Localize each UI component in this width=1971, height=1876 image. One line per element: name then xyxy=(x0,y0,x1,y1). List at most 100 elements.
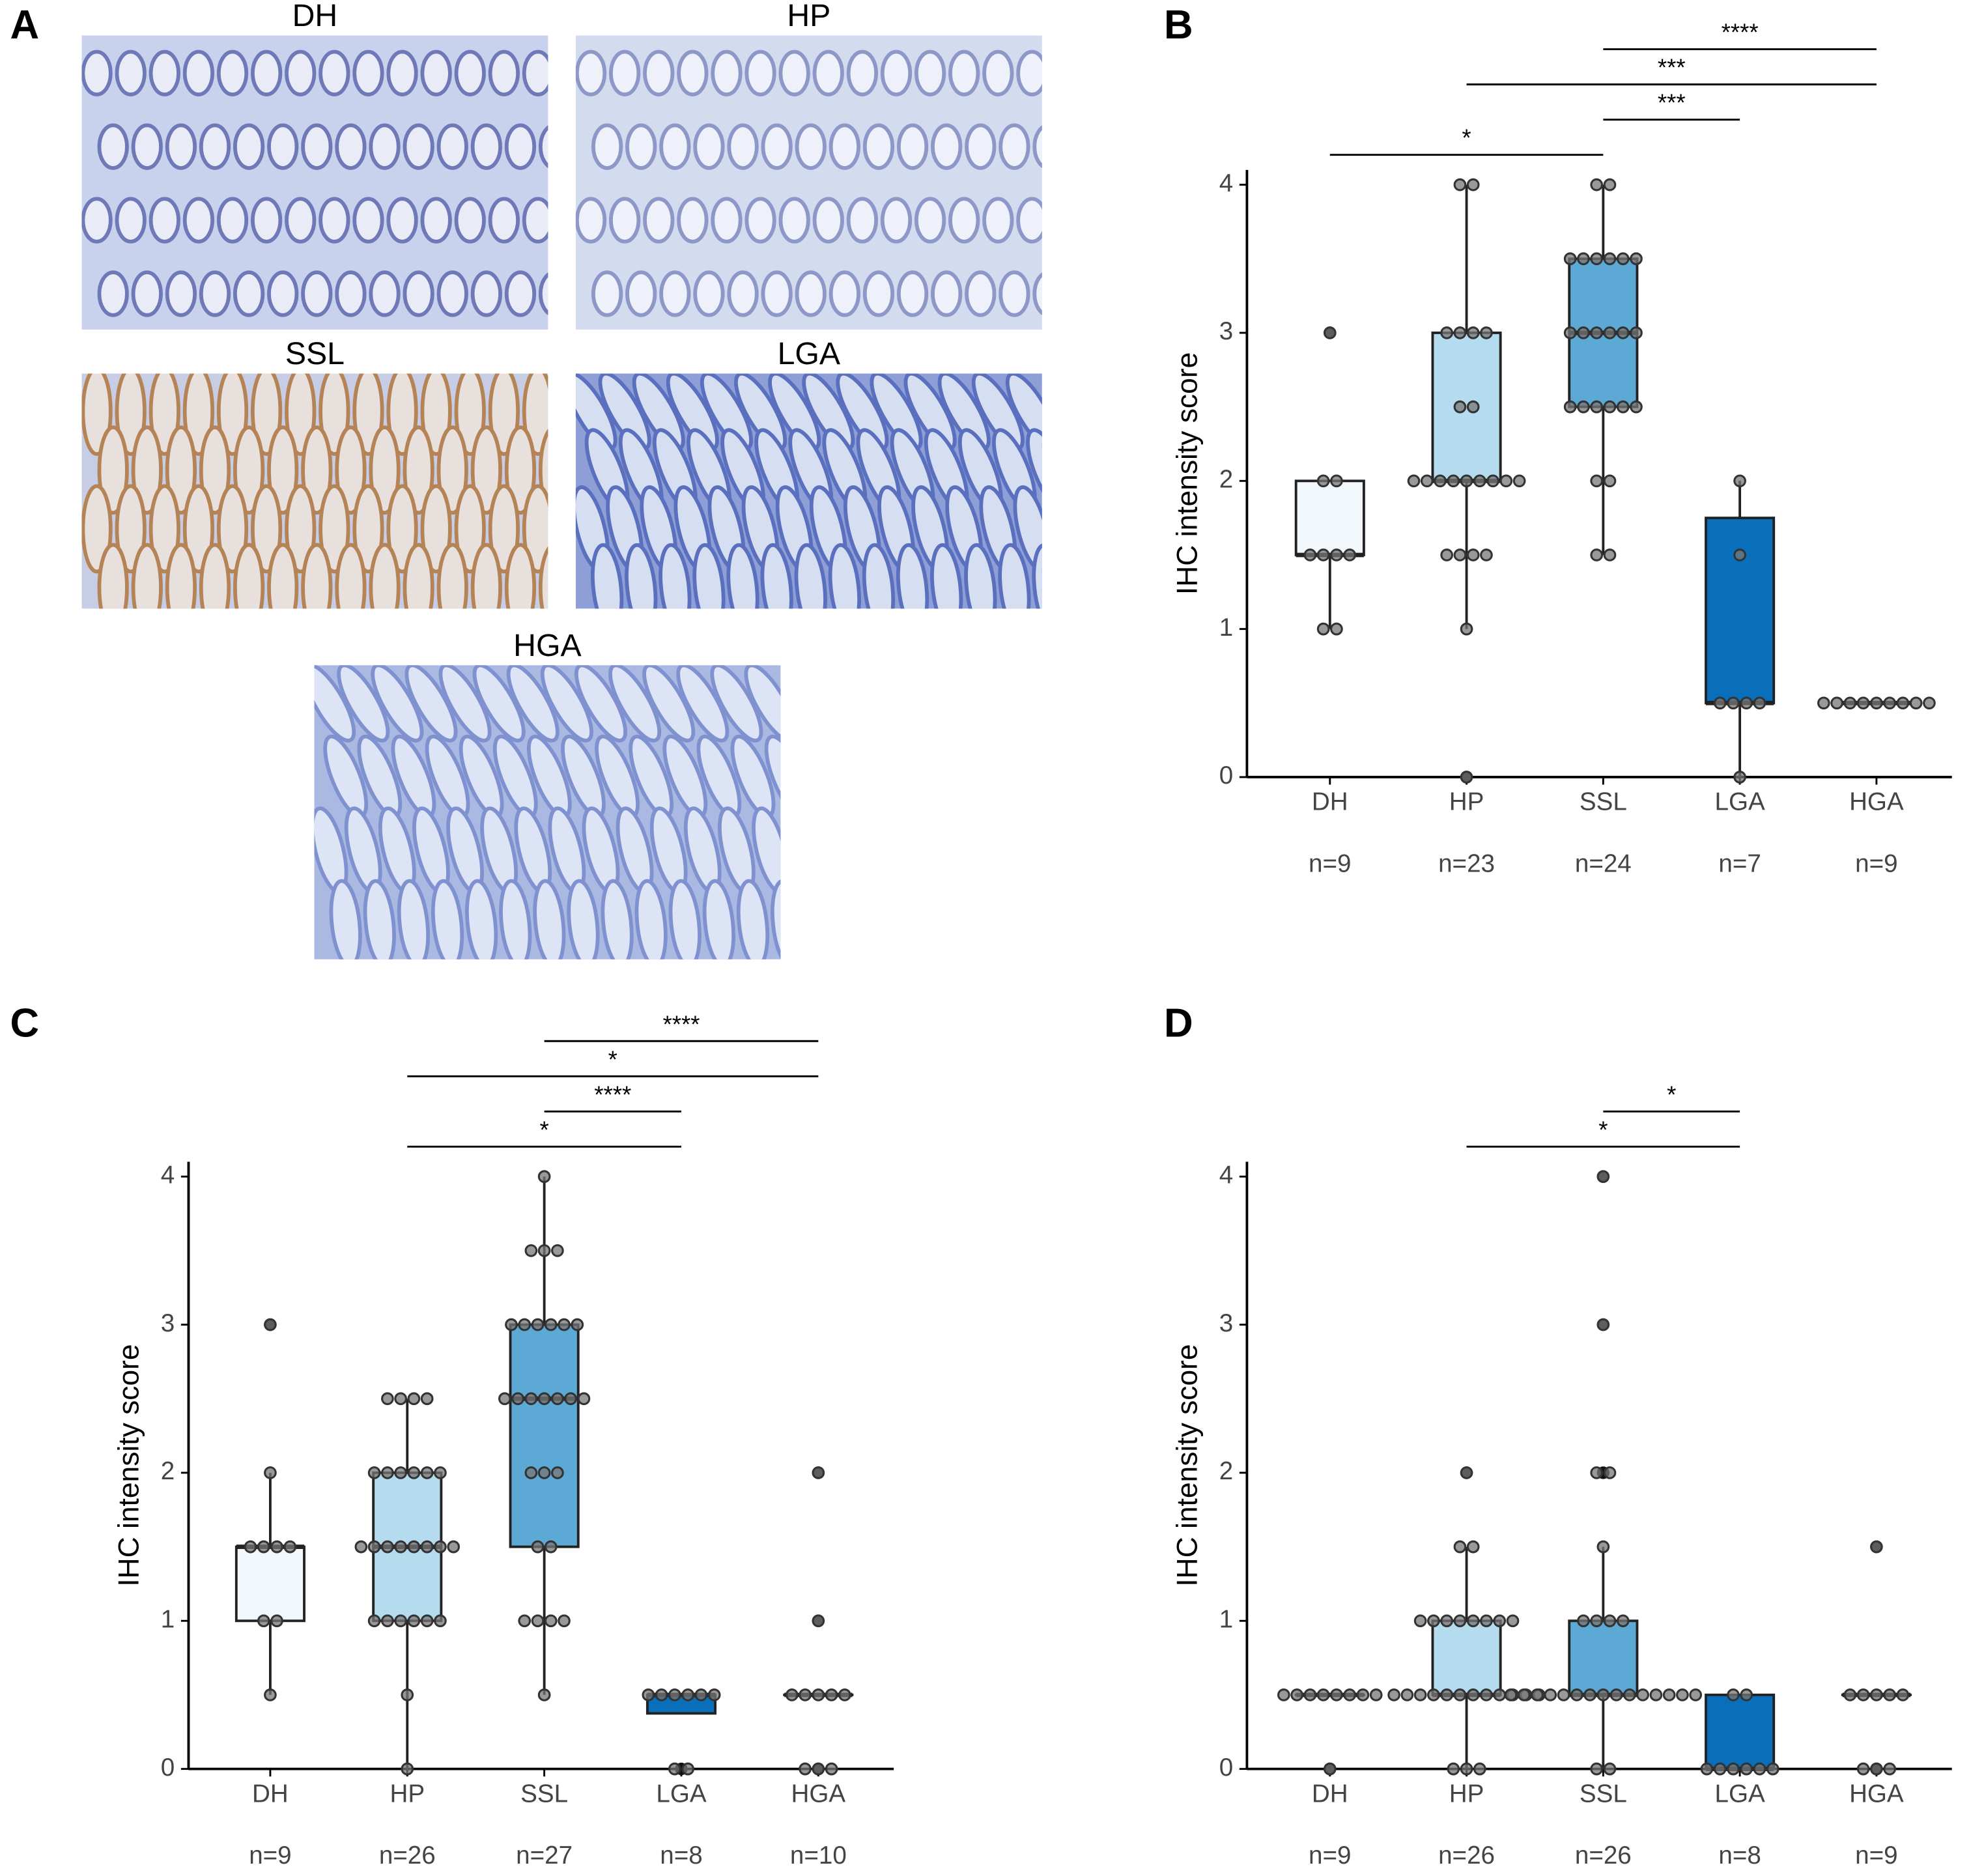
y-tick-label: 3 xyxy=(1219,317,1233,345)
crypt xyxy=(438,665,492,743)
crypt xyxy=(267,425,299,515)
crypt xyxy=(770,879,781,959)
crypt xyxy=(115,484,147,574)
point xyxy=(1700,1762,1714,1776)
box xyxy=(1705,517,1776,705)
significance-label: *** xyxy=(1658,89,1686,116)
crypt xyxy=(352,197,384,244)
point xyxy=(1630,252,1643,266)
point xyxy=(1460,474,1473,488)
crypt xyxy=(285,484,317,574)
crypt xyxy=(948,50,980,96)
crypt xyxy=(470,543,502,609)
y-tick-label: 0 xyxy=(1219,761,1233,789)
crypt xyxy=(216,197,249,244)
crypt xyxy=(420,197,452,244)
crypt xyxy=(397,879,431,959)
x-tick-label: HGA xyxy=(791,1780,846,1808)
point xyxy=(642,1688,655,1701)
image-label: SSL xyxy=(285,336,345,371)
point xyxy=(1590,1466,1604,1479)
point xyxy=(1453,548,1467,561)
point xyxy=(1616,1614,1630,1628)
y-tick-label: 4 xyxy=(1219,169,1233,197)
x-tick-label: SSL xyxy=(1580,1780,1627,1808)
crypt xyxy=(285,50,317,96)
crypt xyxy=(115,50,147,96)
point xyxy=(1883,1688,1896,1701)
crypt xyxy=(931,270,963,317)
point xyxy=(1400,1688,1414,1701)
point xyxy=(407,1614,421,1628)
point xyxy=(367,1466,381,1479)
y-tick-label: 4 xyxy=(161,1161,175,1189)
crypt xyxy=(1032,543,1042,609)
point xyxy=(1460,622,1473,636)
crypt xyxy=(659,543,692,609)
point xyxy=(531,1540,545,1554)
point xyxy=(1466,400,1480,414)
crypt xyxy=(761,123,793,170)
point xyxy=(799,1762,812,1776)
crypt xyxy=(454,50,486,96)
crypt xyxy=(165,270,197,317)
significance-label: **** xyxy=(1722,19,1759,46)
box xyxy=(509,1323,580,1548)
crypt xyxy=(165,123,197,170)
point xyxy=(577,1392,591,1406)
crypt xyxy=(329,879,362,959)
crypt xyxy=(829,123,860,170)
crypt xyxy=(846,197,878,244)
crypt xyxy=(964,543,997,609)
crypt xyxy=(625,543,658,609)
crypt xyxy=(609,197,641,244)
point xyxy=(537,1392,551,1406)
n-label: n=7 xyxy=(1718,849,1761,877)
point xyxy=(407,1392,421,1406)
point xyxy=(799,1688,812,1701)
point xyxy=(1896,1688,1910,1701)
point xyxy=(1590,178,1604,192)
crypt xyxy=(828,543,861,609)
crypt xyxy=(285,197,317,244)
crypt xyxy=(131,425,163,515)
point xyxy=(1727,1762,1740,1776)
micrograph xyxy=(81,373,548,609)
point xyxy=(1590,252,1604,266)
point xyxy=(1577,326,1590,339)
micrograph xyxy=(81,35,548,330)
crypt xyxy=(862,543,896,609)
crypt xyxy=(668,879,702,959)
point xyxy=(1856,1762,1870,1776)
point xyxy=(1740,1688,1753,1701)
y-tick-label: 3 xyxy=(161,1309,175,1337)
point xyxy=(1590,548,1604,561)
crypt xyxy=(131,123,163,170)
point xyxy=(1316,1688,1330,1701)
crypt xyxy=(930,543,963,609)
point xyxy=(1883,1762,1896,1776)
crypt xyxy=(465,879,498,959)
point xyxy=(1330,548,1343,561)
point xyxy=(381,1614,394,1628)
box xyxy=(1705,1694,1776,1770)
crypt xyxy=(896,270,929,317)
point xyxy=(1466,178,1480,192)
x-tick-label: DH xyxy=(1312,1780,1348,1808)
point xyxy=(447,1540,461,1554)
crypt xyxy=(795,270,827,317)
point xyxy=(1563,400,1577,414)
n-label: n=9 xyxy=(249,1841,291,1869)
crypt xyxy=(386,50,418,96)
crypt xyxy=(608,665,662,743)
point xyxy=(264,1688,277,1701)
crypt xyxy=(659,270,691,317)
crypt xyxy=(625,123,657,170)
crypt xyxy=(829,270,860,317)
point xyxy=(1563,326,1577,339)
point xyxy=(1603,252,1617,266)
crypt xyxy=(335,543,367,609)
crypt xyxy=(337,665,390,743)
crypt xyxy=(677,50,709,96)
